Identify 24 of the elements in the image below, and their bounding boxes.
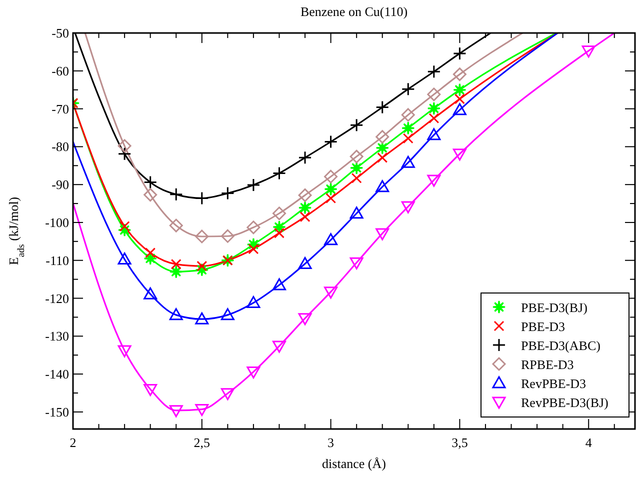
x-tick-label: 2 [70,435,76,450]
x-tick-label: 2,5 [194,435,210,450]
legend-label: RPBE-D3 [521,357,574,372]
y-tick-label: -80 [52,139,69,154]
x-axis-title: distance (Å) [322,456,386,471]
y-tick-label: -120 [45,290,69,306]
legend-label: PBE-D3(BJ) [521,300,588,315]
x-tick-label: 3,5 [452,435,468,450]
y-tick-label: -130 [45,328,69,344]
y-tick-label: -110 [46,252,69,268]
chart-title: Benzene on Cu(110) [300,4,408,19]
legend-label: RevPBE-D3(BJ) [521,395,608,410]
y-tick-label: -70 [52,101,69,116]
y-tick-label: -50 [52,26,69,40]
x-tick-label: 4 [585,435,592,450]
legend-label: PBE-D3 [521,319,566,334]
legend-label: PBE-D3(ABC) [521,338,600,353]
y-tick-label: -140 [45,366,69,382]
y-tick-label: -150 [45,404,69,420]
y-tick-label: -60 [52,63,69,78]
legend-label: RevPBE-D3 [521,376,586,391]
y-tick-label: -90 [52,177,69,192]
y-tick-label: -100 [45,214,69,230]
x-tick-label: 3 [328,435,334,450]
